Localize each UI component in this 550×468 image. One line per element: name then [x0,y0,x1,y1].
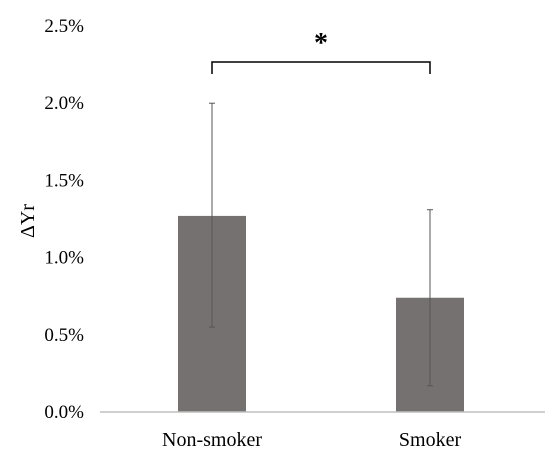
y-tick-label: 1.5% [44,170,84,191]
bars [178,215,464,412]
y-axis-title: ΔYr [17,204,39,238]
x-tick-label: Non-smoker [162,429,262,451]
y-tick-label: 0.0% [44,402,84,423]
error-bars [209,102,433,387]
x-axis-labels: Non-smoker Smoker [162,429,461,451]
y-tick-label: 1.0% [44,248,84,269]
y-tick-label: 2.0% [44,93,84,114]
y-axis-ticks: 0.0% 0.5% 1.0% 1.5% 2.0% 2.5% [44,16,84,423]
y-tick-label: 2.5% [44,16,84,37]
y-tick-label: 0.5% [44,325,84,346]
significance-label: * [314,28,328,59]
x-tick-label: Smoker [399,429,462,451]
significance-bracket: * [211,28,431,74]
significance-bracket-line [211,61,431,74]
